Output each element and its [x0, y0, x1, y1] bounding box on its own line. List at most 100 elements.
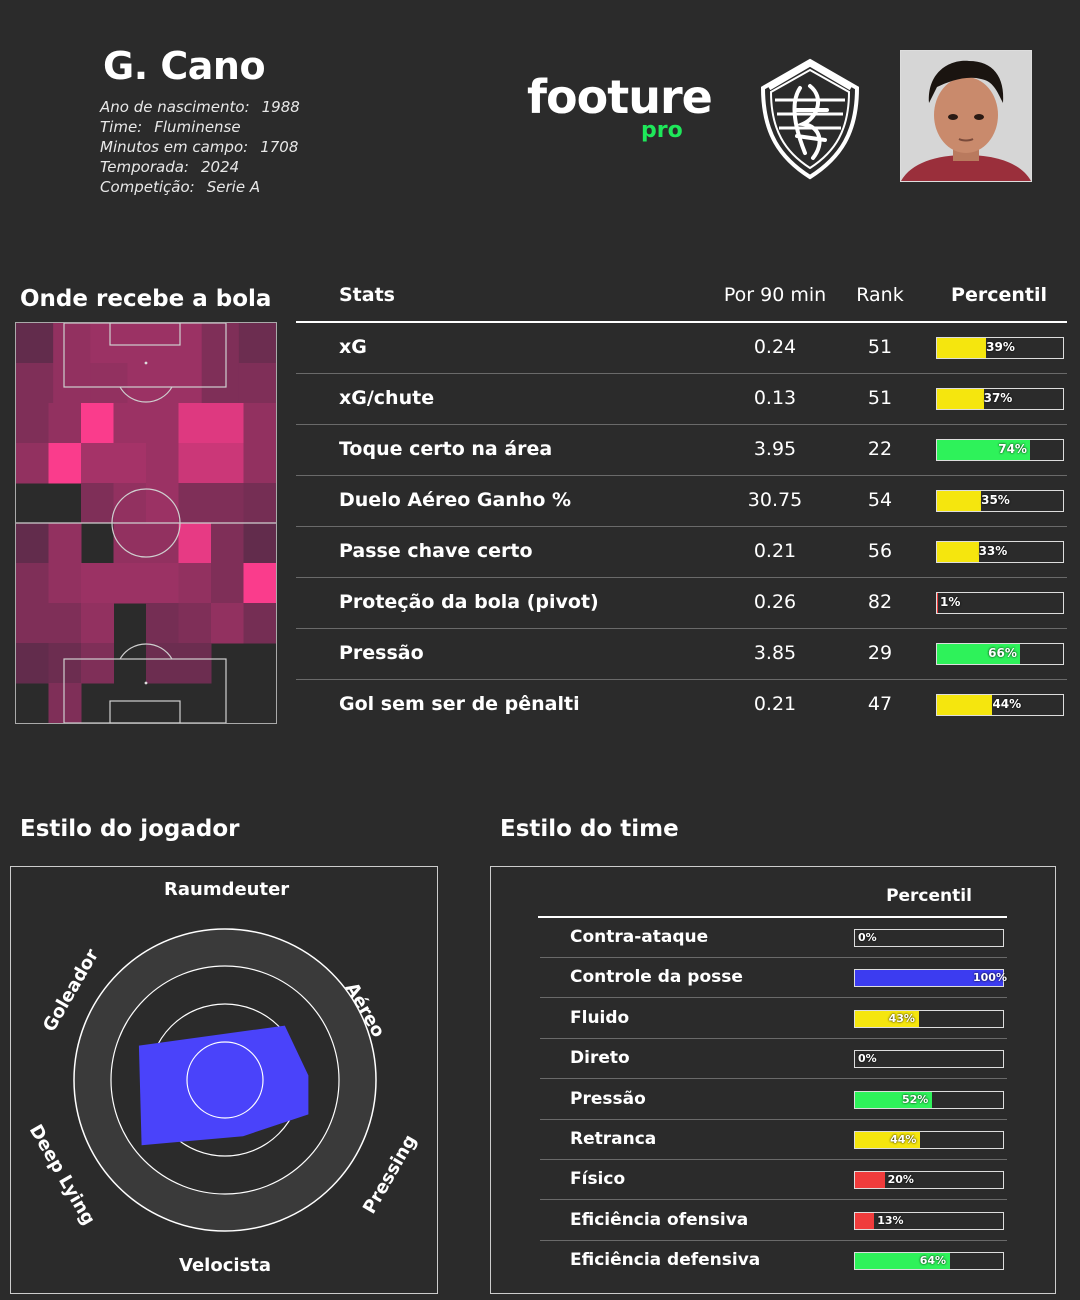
- heatmap-cell: [146, 443, 179, 484]
- percentile-fill: [937, 491, 982, 511]
- team-percentile-fill: [855, 1172, 885, 1189]
- team-percentile-bar: 64%: [854, 1252, 1004, 1271]
- team-percentile-label: 13%: [877, 1213, 904, 1227]
- heatmap-cell: [53, 323, 91, 364]
- heatmap-cell: [211, 443, 244, 484]
- heatmap-cell: [16, 643, 49, 684]
- brand-word: footure: [527, 70, 713, 124]
- heatmap-cell: [243, 443, 277, 484]
- stat-per90: 30.75: [747, 489, 803, 511]
- percentile-fill: [937, 440, 1031, 460]
- percentile-fill: [937, 389, 984, 409]
- percentile-bar: 66%: [936, 643, 1064, 665]
- heatmap-cell: [243, 523, 277, 564]
- stat-rank: 82: [867, 591, 893, 613]
- team-stat-name: Retranca: [570, 1129, 657, 1149]
- team-percentile-fill: [855, 970, 1003, 987]
- row-divider: [296, 475, 1067, 476]
- percentile-fill: [937, 542, 979, 562]
- team-style-percentile-header: Percentil: [886, 886, 972, 906]
- percentile-label: 37%: [983, 391, 1013, 405]
- heatmap-cell: [48, 523, 82, 564]
- team-style-title: Estilo do time: [500, 816, 679, 842]
- percentile-label: 66%: [988, 646, 1017, 660]
- row-divider: [296, 628, 1067, 629]
- team-percentile-bar: 52%: [854, 1090, 1004, 1109]
- heatmap-cell: [211, 603, 244, 644]
- heatmap-cell: [178, 443, 212, 484]
- heatmap-cell: [178, 563, 212, 604]
- row-divider: [296, 526, 1067, 527]
- heatmap-cell: [146, 403, 179, 444]
- team-stat-name: Direto: [570, 1048, 630, 1069]
- heatmap-cell: [53, 363, 91, 404]
- percentile-bar: 37%: [936, 388, 1064, 410]
- heatmap-cell: [48, 563, 82, 604]
- stat-per90: 3.85: [753, 642, 797, 664]
- stat-name: xG: [339, 336, 367, 358]
- percentile-bar: 33%: [936, 541, 1064, 563]
- percentile-fill: [937, 593, 939, 613]
- col-header-per90: Por 90 min: [723, 284, 827, 306]
- team-percentile-bar: 0%: [854, 929, 1004, 947]
- footure-pro-logo: footure pro: [527, 70, 713, 150]
- heatmap-cell: [243, 603, 277, 644]
- heatmap-cell: [238, 363, 277, 404]
- percentile-label: 33%: [978, 544, 1008, 558]
- stat-per90: 0.24: [753, 336, 797, 358]
- team-percentile-bar: 20%: [854, 1171, 1004, 1190]
- team-row-divider: [540, 1239, 1007, 1241]
- percentile-bar: 1%: [936, 592, 1064, 614]
- header-divider: [296, 321, 1067, 323]
- heatmap-cell: [243, 563, 277, 604]
- team-percentile-label: 64%: [919, 1254, 947, 1268]
- col-header-percentile: Percentil: [951, 284, 1047, 306]
- stat-name: Proteção da bola (pivot): [339, 591, 599, 613]
- info-season: Temporada: 2024: [100, 158, 240, 176]
- team-percentile-fill: [855, 1010, 919, 1027]
- stat-rank: 56: [867, 540, 893, 562]
- percentile-label: 74%: [998, 442, 1027, 456]
- heatmap-cell: [201, 363, 240, 404]
- team-percentile-bar: 44%: [854, 1131, 1004, 1149]
- stat-name: Passe chave certo: [339, 540, 533, 562]
- team-row-divider: [540, 1159, 1007, 1160]
- stat-name: Gol sem ser de pênalti: [339, 693, 580, 715]
- stat-name: xG/chute: [339, 387, 435, 409]
- heatmap-cell: [81, 443, 114, 484]
- heatmap-cell: [178, 403, 212, 444]
- team-stat-name: Eficiência ofensiva: [570, 1209, 749, 1230]
- team-percentile-fill: [855, 1091, 932, 1108]
- heatmap-cell: [81, 643, 114, 684]
- team-stat-name: Controle da posse: [570, 967, 743, 988]
- heatmap-cell: [178, 523, 212, 564]
- heatmap-cell: [146, 643, 179, 684]
- stat-rank: 51: [867, 336, 893, 358]
- percentile-bar: 74%: [936, 439, 1064, 461]
- heatmap-cell: [81, 483, 114, 524]
- player-style-title: Estilo do jogador: [20, 816, 240, 842]
- team-row-divider: [540, 1118, 1007, 1120]
- heatmap-cell: [127, 363, 166, 404]
- percentile-fill: [937, 644, 1021, 664]
- heatmap-cell: [178, 483, 212, 524]
- heatmap-cell: [16, 603, 49, 644]
- team-percentile-label: 0%: [858, 931, 877, 944]
- player-photo: [900, 50, 1032, 182]
- team-percentile-label: 0%: [858, 1052, 877, 1066]
- stat-name: Toque certo na área: [339, 438, 553, 460]
- heatmap-cell: [178, 603, 212, 644]
- team-percentile-fill: [855, 1212, 875, 1229]
- percentile-label: 44%: [992, 697, 1022, 711]
- heatmap-cell: [146, 603, 179, 644]
- info-team: Time: Fluminense: [100, 118, 241, 136]
- heatmap-cell: [16, 523, 49, 564]
- stat-rank: 51: [867, 387, 893, 409]
- team-percentile-bar: 100%: [854, 969, 1007, 988]
- percentile-bar: 44%: [936, 694, 1064, 716]
- heatmap-cell: [127, 323, 166, 364]
- team-stat-name: Eficiência defensiva: [570, 1250, 761, 1271]
- team-percentile-label: 52%: [901, 1092, 929, 1106]
- heatmap-title: Onde recebe a bola: [20, 286, 272, 312]
- stat-rank: 22: [867, 438, 893, 460]
